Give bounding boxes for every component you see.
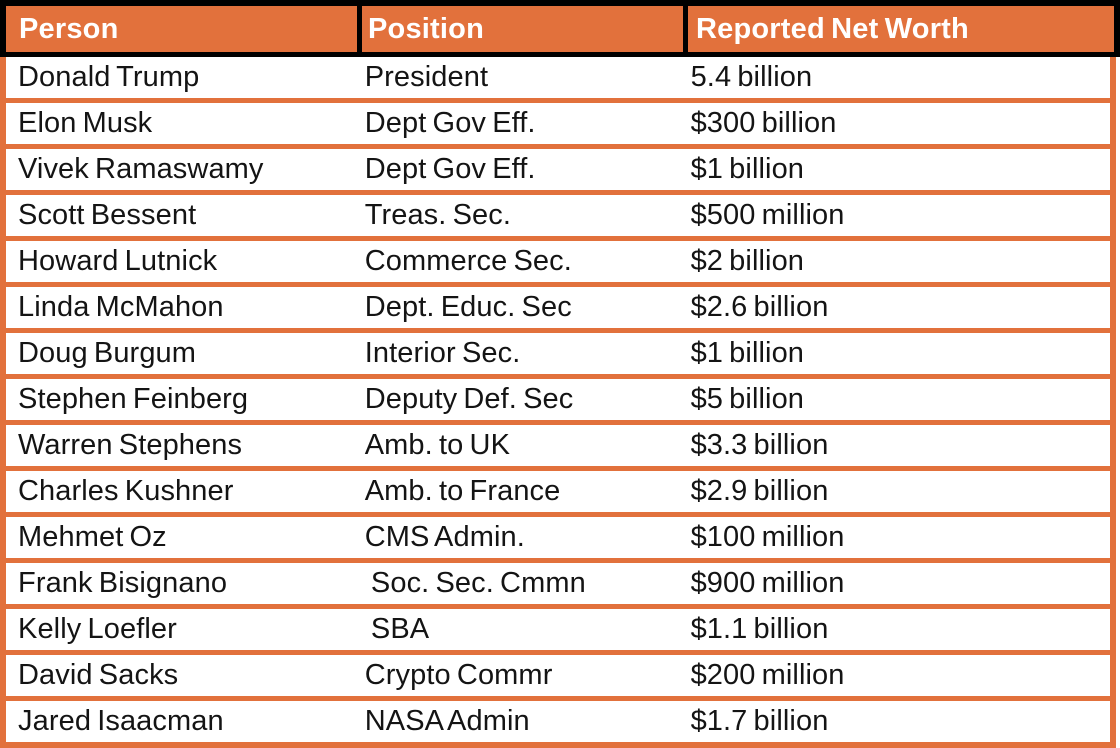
- cell-position: Deputy Def. Sec: [364, 383, 574, 415]
- cell-person: Mehmet Oz: [18, 521, 167, 553]
- table-row: Linda McMahon Dept. Educ. Sec $2.6 billion: [0, 287, 1116, 333]
- cell-person: Donald Trump: [18, 61, 200, 93]
- cell-net-worth: $1 billion: [690, 153, 805, 185]
- column-header-person: Person: [6, 6, 357, 52]
- cell-person: Kelly Loefler: [18, 613, 177, 645]
- cell-position: CMS Admin.: [364, 521, 525, 553]
- table-row: Stephen Feinberg Deputy Def. Sec $5 billio…: [0, 379, 1116, 425]
- table-row: Kelly Loefler SBA $1.1 billion: [0, 609, 1116, 655]
- table-row: Mehmet Oz CMS Admin. $100 million: [0, 517, 1116, 563]
- table-row: Donald Trump President 5.4 billion: [0, 57, 1116, 103]
- cell-position: SBA: [364, 613, 430, 645]
- table-row: Jared Isaacman NASA Admin $1.7 billion: [0, 701, 1116, 748]
- cell-net-worth: $1.1 billion: [690, 613, 829, 645]
- table-body: Donald Trump President 5.4 billion Elon Mus…: [0, 57, 1116, 748]
- cell-net-worth: $2.6 billion: [690, 291, 829, 323]
- cell-position: Amb. to France: [364, 475, 561, 507]
- cell-position: Interior Sec.: [364, 337, 521, 369]
- cell-position: Amb. to UK: [364, 429, 511, 461]
- cell-position: Crypto Commr: [364, 659, 553, 691]
- cell-person: Charles Kushner: [18, 475, 234, 507]
- cell-position: Dept Gov Eff.: [364, 153, 536, 185]
- cell-position: Dept Gov Eff.: [364, 107, 536, 139]
- cell-net-worth: $900 million: [690, 567, 845, 599]
- cell-net-worth: $5 billion: [690, 383, 805, 415]
- cell-position: President: [364, 61, 489, 93]
- cell-net-worth: 5.4 billion: [690, 61, 813, 93]
- cell-person: Howard Lutnick: [18, 245, 218, 277]
- cell-person: David Sacks: [18, 659, 179, 691]
- cell-net-worth: $2.9 billion: [690, 475, 829, 507]
- table-row: Warren Stephens Amb. to UK $3.3 billion: [0, 425, 1116, 471]
- table-header-row: Person Position Reported Net Worth: [0, 0, 1120, 57]
- cell-person: Elon Musk: [18, 107, 153, 139]
- cell-person: Stephen Feinberg: [18, 383, 249, 415]
- cell-net-worth: $100 million: [690, 521, 845, 553]
- cell-person: Jared Isaacman: [18, 705, 224, 737]
- cell-position: NASA Admin: [364, 705, 530, 737]
- column-header-net-worth: Reported Net Worth: [683, 6, 1114, 52]
- cell-net-worth: $2 billion: [690, 245, 805, 277]
- cell-position: Soc. Sec. Cmmn: [364, 567, 586, 599]
- cell-person: Linda McMahon: [18, 291, 224, 323]
- table-row: David Sacks Crypto Commr $200 million: [0, 655, 1116, 701]
- table-row: Frank Bisignano Soc. Sec. Cmmn $900 milli…: [0, 563, 1116, 609]
- cell-person: Vivek Ramaswamy: [18, 153, 264, 185]
- cell-net-worth: $300 billion: [690, 107, 837, 139]
- cell-net-worth: $200 million: [690, 659, 845, 691]
- cell-position: Dept. Educ. Sec: [364, 291, 572, 323]
- cell-person: Scott Bessent: [18, 199, 197, 231]
- table-row: Charles Kushner Amb. to France $2.9 billio…: [0, 471, 1116, 517]
- table-row: Doug Burgum Interior Sec. $1 billion: [0, 333, 1116, 379]
- cell-net-worth: $3.3 billion: [690, 429, 829, 461]
- column-header-position: Position: [357, 6, 683, 52]
- cell-net-worth: $1.7 billion: [690, 705, 829, 737]
- cell-person: Doug Burgum: [18, 337, 197, 369]
- cell-net-worth: $1 billion: [690, 337, 805, 369]
- cell-position: Treas. Sec.: [364, 199, 512, 231]
- cell-net-worth: $500 million: [690, 199, 845, 231]
- cell-person: Frank Bisignano: [18, 567, 228, 599]
- table-row: Elon Musk Dept Gov Eff. $300 billion: [0, 103, 1116, 149]
- table-row: Vivek Ramaswamy Dept Gov Eff. $1 billion: [0, 149, 1116, 195]
- cell-position: Commerce Sec.: [364, 245, 572, 277]
- cell-person: Warren Stephens: [18, 429, 243, 461]
- table-row: Howard Lutnick Commerce Sec. $2 billion: [0, 241, 1116, 287]
- table-row: Scott Bessent Treas. Sec. $500 million: [0, 195, 1116, 241]
